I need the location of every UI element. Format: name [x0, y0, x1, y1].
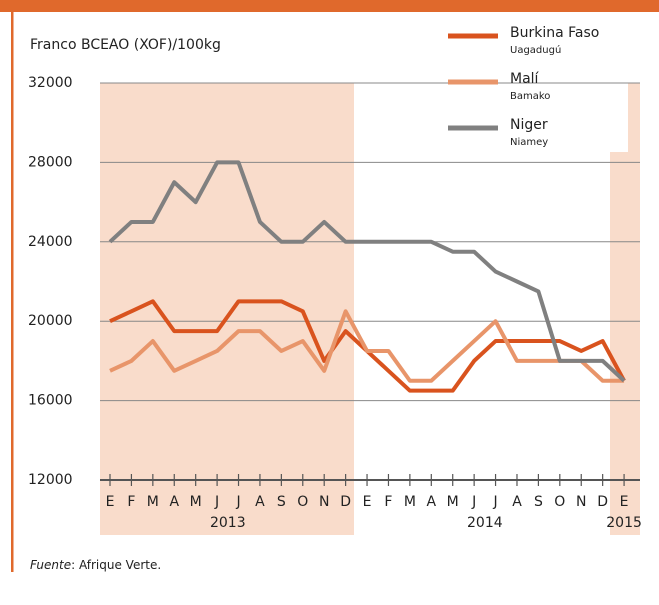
- legend-sublabel: Bamako: [510, 91, 550, 102]
- x-tick-label: M: [404, 494, 416, 510]
- source: Fuente: Afrique Verte.: [30, 558, 161, 572]
- y-tick-label: 28000: [28, 154, 73, 170]
- x-tick-label: J: [235, 494, 240, 510]
- y-tick-label: 20000: [28, 313, 73, 329]
- x-tick-label: S: [277, 494, 286, 510]
- year-label: 2014: [467, 515, 503, 531]
- legend-sublabel: Uagadugú: [510, 44, 561, 56]
- y-tick-label: 16000: [28, 393, 73, 409]
- source-text: : Afrique Verte.: [71, 558, 161, 572]
- series-line: [109, 309, 625, 383]
- legend-sublabel: Niamey: [510, 137, 548, 148]
- legend-label: Niger: [510, 117, 548, 133]
- x-tick-label: N: [319, 494, 329, 510]
- x-tick-label: D: [597, 494, 608, 510]
- x-tick-label: J: [492, 494, 497, 510]
- x-tick-label: F: [127, 494, 135, 510]
- x-tick-label: E: [106, 494, 115, 510]
- y-axis-label: Franco BCEAO (XOF)/100kg: [30, 37, 221, 53]
- y-tick-label: 12000: [28, 472, 73, 488]
- series-line: [108, 160, 626, 383]
- year-label: 2015: [606, 515, 642, 531]
- top-bar: [0, 0, 659, 12]
- x-tick-label: O: [297, 494, 308, 510]
- x-tick-label: J: [214, 494, 219, 510]
- x-tick-label: O: [554, 494, 565, 510]
- legend: Burkina Faso Uagadugú Malí Bamako Niger Niame…: [448, 25, 599, 148]
- shade-2015-top: [628, 83, 640, 153]
- x-tick-label: D: [340, 494, 351, 510]
- shade-2015: [610, 152, 640, 535]
- x-tick-label: A: [512, 494, 522, 510]
- x-tick-label: E: [620, 494, 629, 510]
- left-border: [11, 12, 14, 572]
- x-tick-label: J: [471, 494, 476, 510]
- x-tick-label: M: [190, 494, 202, 510]
- x-tick-label: F: [384, 494, 392, 510]
- x-tick-label: A: [169, 494, 179, 510]
- shade-2013: [100, 83, 354, 535]
- source-label: Fuente: [30, 558, 71, 572]
- x-tick-label: E: [363, 494, 372, 510]
- y-tick-label: 32000: [28, 75, 73, 91]
- x-tick-label: A: [427, 494, 437, 510]
- x-tick-label: A: [255, 494, 265, 510]
- legend-label: Malí: [510, 71, 540, 87]
- legend-label: Burkina Faso: [510, 25, 599, 41]
- x-tick-label: M: [447, 494, 459, 510]
- y-tick-label: 24000: [28, 234, 73, 250]
- lines: [108, 160, 626, 393]
- x-tick-label: S: [534, 494, 543, 510]
- x-tick-label: N: [576, 494, 586, 510]
- x-tick-label: M: [147, 494, 159, 510]
- year-label: 2013: [210, 515, 246, 531]
